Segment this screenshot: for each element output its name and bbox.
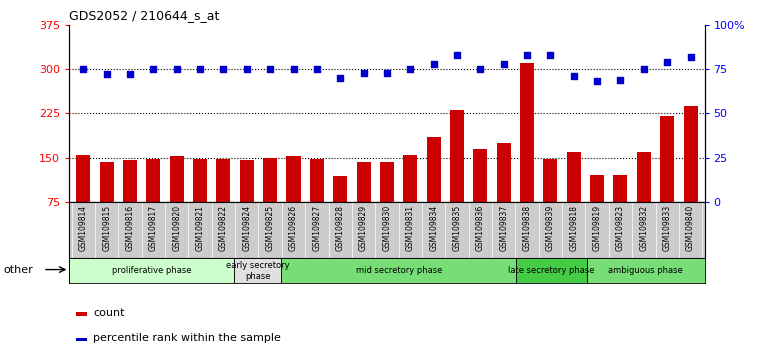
Text: GSM109832: GSM109832 bbox=[639, 205, 648, 251]
Point bbox=[264, 66, 276, 72]
Text: GSM109840: GSM109840 bbox=[686, 205, 695, 251]
Point bbox=[427, 61, 440, 67]
Bar bbox=[450, 110, 464, 246]
Bar bbox=[286, 156, 300, 246]
Bar bbox=[637, 152, 651, 246]
Text: GSM109837: GSM109837 bbox=[499, 205, 508, 251]
Bar bbox=[76, 155, 90, 246]
Bar bbox=[520, 63, 534, 246]
Text: ambiguous phase: ambiguous phase bbox=[608, 266, 683, 275]
Text: GSM109838: GSM109838 bbox=[523, 205, 531, 251]
Text: early secretory
phase: early secretory phase bbox=[226, 261, 290, 280]
Text: late secretory phase: late secretory phase bbox=[508, 266, 595, 275]
Bar bbox=[357, 162, 370, 246]
Point bbox=[380, 70, 393, 75]
Bar bbox=[333, 176, 347, 246]
Bar bbox=[427, 137, 440, 246]
Point bbox=[217, 66, 229, 72]
Point bbox=[591, 79, 603, 84]
Bar bbox=[75, 338, 87, 341]
Bar bbox=[567, 152, 581, 246]
Text: GSM109829: GSM109829 bbox=[359, 205, 368, 251]
Text: GSM109820: GSM109820 bbox=[172, 205, 181, 251]
Point bbox=[497, 61, 510, 67]
Bar bbox=[69, 258, 234, 283]
Point bbox=[474, 66, 487, 72]
Bar bbox=[216, 159, 230, 246]
Point bbox=[614, 77, 627, 82]
Bar bbox=[587, 258, 705, 283]
Point bbox=[685, 54, 697, 59]
Text: GSM109824: GSM109824 bbox=[243, 205, 251, 251]
Bar bbox=[75, 312, 87, 316]
Bar bbox=[146, 159, 160, 246]
Point bbox=[124, 72, 136, 77]
Point bbox=[311, 66, 323, 72]
Text: GSM109828: GSM109828 bbox=[336, 205, 345, 251]
Bar bbox=[123, 160, 137, 246]
Bar bbox=[684, 105, 698, 246]
Bar bbox=[239, 160, 254, 246]
Bar bbox=[614, 175, 628, 246]
Bar bbox=[403, 155, 417, 246]
Bar bbox=[99, 162, 114, 246]
Bar bbox=[544, 159, 557, 246]
Point bbox=[404, 66, 417, 72]
Text: GSM109816: GSM109816 bbox=[126, 205, 135, 251]
Text: GSM109814: GSM109814 bbox=[79, 205, 88, 251]
Point bbox=[194, 66, 206, 72]
Point bbox=[544, 52, 557, 58]
Text: other: other bbox=[3, 264, 33, 275]
Bar bbox=[193, 159, 207, 246]
Text: GSM109818: GSM109818 bbox=[569, 205, 578, 251]
Text: percentile rank within the sample: percentile rank within the sample bbox=[93, 333, 281, 343]
Text: GSM109836: GSM109836 bbox=[476, 205, 485, 251]
Point bbox=[638, 66, 650, 72]
Bar bbox=[660, 116, 675, 246]
Text: GSM109835: GSM109835 bbox=[453, 205, 461, 251]
Point bbox=[171, 66, 183, 72]
Point bbox=[334, 75, 346, 81]
Text: GDS2052 / 210644_s_at: GDS2052 / 210644_s_at bbox=[69, 9, 219, 22]
Bar bbox=[497, 143, 511, 246]
Text: GSM109831: GSM109831 bbox=[406, 205, 415, 251]
Bar bbox=[169, 156, 184, 246]
Point bbox=[287, 66, 300, 72]
Text: GSM109830: GSM109830 bbox=[383, 205, 391, 251]
Text: GSM109839: GSM109839 bbox=[546, 205, 555, 251]
Text: count: count bbox=[93, 308, 125, 318]
Bar bbox=[310, 159, 324, 246]
Point bbox=[450, 52, 463, 58]
Bar bbox=[517, 258, 587, 283]
Text: GSM109833: GSM109833 bbox=[663, 205, 671, 251]
Point bbox=[357, 70, 370, 75]
Text: GSM109827: GSM109827 bbox=[313, 205, 321, 251]
Text: GSM109817: GSM109817 bbox=[149, 205, 158, 251]
Point bbox=[661, 59, 673, 65]
Point bbox=[567, 73, 580, 79]
Text: GSM109823: GSM109823 bbox=[616, 205, 625, 251]
Point bbox=[241, 66, 253, 72]
Text: GSM109821: GSM109821 bbox=[196, 205, 205, 251]
Point bbox=[77, 66, 89, 72]
Bar bbox=[380, 162, 394, 246]
Text: proliferative phase: proliferative phase bbox=[112, 266, 192, 275]
Text: GSM109834: GSM109834 bbox=[429, 205, 438, 251]
Bar bbox=[590, 175, 604, 246]
Bar bbox=[263, 158, 277, 246]
Text: mid secretory phase: mid secretory phase bbox=[356, 266, 442, 275]
Text: GSM109815: GSM109815 bbox=[102, 205, 111, 251]
Text: GSM109819: GSM109819 bbox=[593, 205, 601, 251]
Point bbox=[101, 72, 113, 77]
Text: GSM109822: GSM109822 bbox=[219, 205, 228, 251]
Point bbox=[521, 52, 533, 58]
Bar bbox=[474, 149, 487, 246]
Text: GSM109826: GSM109826 bbox=[289, 205, 298, 251]
Bar bbox=[281, 258, 517, 283]
Text: GSM109825: GSM109825 bbox=[266, 205, 275, 251]
Bar bbox=[234, 258, 281, 283]
Point bbox=[147, 66, 159, 72]
